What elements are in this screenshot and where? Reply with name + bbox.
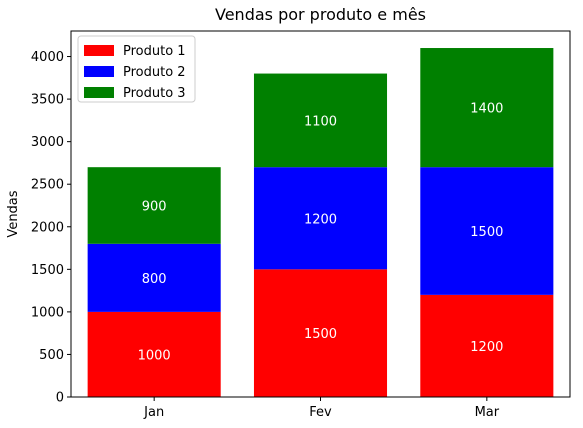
y-tick-label: 1500 — [31, 263, 64, 278]
bar-mar-series-1 — [420, 294, 554, 397]
y-axis-label: Vendas — [6, 190, 21, 237]
chart-title: Vendas por produto e mês — [215, 5, 426, 24]
data-label-jan-series-3: 900 — [142, 199, 167, 214]
x-tick-label: Mar — [475, 405, 500, 420]
bar-fev-series-2 — [253, 167, 388, 270]
legend-label-series-3: Produto 3 — [123, 86, 186, 101]
y-tick-label: 500 — [39, 348, 64, 363]
y-tick-label: 1000 — [31, 305, 64, 320]
x-tick-label: Jan — [143, 405, 164, 420]
legend-swatch-series-1 — [84, 45, 114, 56]
data-label-jan-series-1: 1000 — [138, 348, 171, 363]
y-tick-label: 2500 — [31, 178, 64, 193]
legend-label-series-1: Produto 1 — [123, 44, 186, 59]
bar-mar-series-3 — [420, 48, 554, 168]
data-label-mar-series-2: 1500 — [470, 225, 503, 240]
data-label-mar-series-3: 1400 — [470, 102, 503, 117]
bar-mar-series-2 — [420, 167, 554, 295]
bar-fev-series-1 — [253, 269, 388, 397]
y-tick-label: 0 — [56, 391, 64, 406]
data-label-fev-series-2: 1200 — [304, 212, 337, 227]
data-label-jan-series-2: 800 — [142, 272, 167, 287]
y-tick-label: 4000 — [31, 50, 64, 65]
bar-jan-series-1 — [87, 311, 221, 397]
data-label-fev-series-3: 1100 — [304, 114, 337, 129]
y-tick-label: 2000 — [31, 220, 64, 235]
legend-label-series-2: Produto 2 — [123, 65, 186, 80]
bar-jan-series-3 — [87, 167, 221, 244]
legend: Produto 1 Produto 2 Produto 3 — [77, 35, 196, 103]
legend-swatch-series-3 — [84, 87, 114, 98]
x-tick-label: Fev — [309, 405, 332, 420]
x-axis-ticks: Jan Fev Mar — [143, 397, 500, 420]
data-labels-group: 1000 800 900 1500 1200 1100 1200 1500 1400 — [138, 102, 504, 364]
y-tick-label: 3500 — [31, 93, 64, 108]
legend-swatch-series-2 — [84, 66, 114, 77]
y-tick-label: 3000 — [31, 135, 64, 150]
data-label-mar-series-1: 1200 — [470, 340, 503, 355]
bar-fev-series-3 — [253, 73, 388, 168]
data-label-fev-series-1: 1500 — [304, 327, 337, 342]
bars-group — [87, 48, 554, 397]
y-axis-ticks: 0 500 1000 1500 2000 2500 3000 3500 4000 — [31, 50, 71, 406]
bar-jan-series-2 — [87, 243, 221, 312]
